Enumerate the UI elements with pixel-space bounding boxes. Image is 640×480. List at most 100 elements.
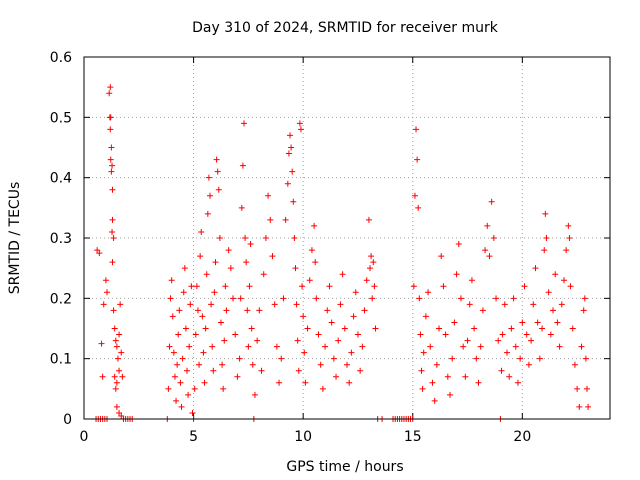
data-point — [313, 295, 320, 302]
data-point — [536, 355, 543, 362]
data-point — [282, 216, 289, 223]
data-point — [344, 361, 350, 368]
data-point — [222, 283, 229, 290]
data-point — [581, 295, 588, 302]
data-point — [319, 385, 326, 392]
data-point — [521, 283, 528, 290]
data-point — [108, 144, 115, 151]
data-point — [110, 235, 117, 241]
x-tick-label: 20 — [513, 429, 531, 445]
data-point — [107, 84, 114, 91]
data-point — [223, 307, 230, 314]
tick-labels: 0 0.1 0.2 0.3 0.4 0.5 0.6 0 5 10 15 20 — [50, 50, 532, 445]
data-point — [176, 307, 183, 314]
data-point — [116, 331, 123, 338]
data-point — [482, 247, 489, 254]
data-point — [556, 343, 563, 350]
data-point — [280, 295, 287, 302]
data-point — [354, 331, 361, 338]
data-point — [207, 192, 214, 199]
data-point — [416, 295, 423, 302]
data-point — [442, 331, 449, 338]
data-point — [227, 265, 234, 272]
data-point — [220, 385, 227, 392]
data-point — [419, 385, 426, 392]
y-tick-label: 0.3 — [50, 231, 72, 247]
data-point — [444, 373, 451, 380]
data-point — [363, 277, 370, 284]
data-point — [473, 355, 480, 362]
data-point — [425, 289, 432, 296]
data-point — [466, 301, 473, 308]
data-point — [517, 355, 524, 362]
data-point — [191, 385, 198, 392]
data-point — [361, 307, 368, 314]
data-point — [525, 361, 532, 368]
data-point — [262, 235, 269, 241]
data-point — [100, 301, 107, 308]
data-point — [288, 144, 295, 151]
data-point — [260, 271, 267, 278]
data-point — [565, 222, 572, 229]
data-point — [534, 319, 541, 326]
data-point — [346, 379, 353, 386]
data-point — [451, 319, 458, 326]
data-point — [185, 391, 192, 398]
data-point — [560, 277, 567, 284]
data-point — [372, 325, 379, 332]
data-point — [114, 355, 121, 362]
data-point — [240, 120, 247, 127]
data-point — [528, 337, 535, 344]
data-point — [165, 385, 172, 392]
data-point — [106, 90, 113, 97]
data-point — [433, 361, 440, 368]
data-point — [197, 253, 204, 260]
grid — [84, 57, 610, 419]
data-point — [276, 379, 283, 386]
data-point — [530, 301, 537, 308]
data-point — [212, 259, 219, 266]
data-point — [204, 210, 211, 217]
data-point — [418, 367, 425, 374]
data-point — [413, 126, 420, 133]
y-tick-label: 0.1 — [50, 352, 72, 368]
data-point — [449, 355, 456, 362]
data-point — [510, 295, 517, 302]
data-point — [239, 162, 246, 169]
data-point — [104, 289, 111, 296]
data-point — [464, 337, 471, 344]
data-point — [367, 265, 374, 272]
data-point — [230, 295, 237, 302]
data-point — [337, 301, 344, 308]
data-point — [238, 204, 245, 211]
data-point — [169, 313, 176, 320]
data-point — [184, 367, 191, 374]
data-point — [116, 409, 123, 416]
data-point — [582, 355, 589, 362]
data-point — [173, 397, 180, 404]
data-point — [217, 319, 224, 326]
data-point — [216, 235, 223, 241]
data-point — [453, 271, 460, 278]
data-point — [295, 367, 302, 374]
data-point — [542, 210, 549, 217]
data-point — [221, 337, 228, 344]
data-point — [552, 271, 559, 278]
data-point — [192, 331, 199, 338]
data-point — [98, 340, 105, 347]
data-point — [170, 349, 177, 356]
data-point — [211, 289, 218, 296]
data-point — [278, 355, 285, 362]
data-point — [291, 235, 298, 241]
data-point — [541, 247, 548, 254]
y-tick-label: 0 — [63, 412, 72, 428]
data-point — [208, 301, 215, 308]
data-point — [109, 186, 116, 193]
y-tick-label: 0.4 — [50, 171, 72, 187]
data-point — [254, 337, 261, 344]
data-point — [306, 277, 313, 284]
data-point — [175, 331, 182, 338]
data-point — [462, 373, 469, 380]
data-point — [110, 307, 117, 314]
